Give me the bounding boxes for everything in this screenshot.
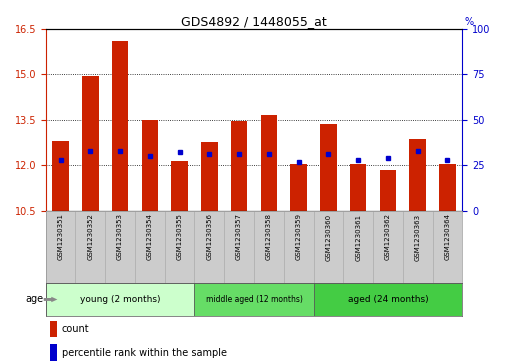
Text: GSM1230354: GSM1230354 xyxy=(147,213,153,260)
Bar xyxy=(231,121,247,211)
Bar xyxy=(171,160,188,211)
Bar xyxy=(224,211,254,283)
Bar xyxy=(46,283,195,316)
Bar xyxy=(165,211,195,283)
Text: aged (24 months): aged (24 months) xyxy=(347,295,428,304)
Text: GSM1230352: GSM1230352 xyxy=(87,213,93,260)
Bar xyxy=(409,139,426,211)
Text: young (2 months): young (2 months) xyxy=(80,295,161,304)
Bar xyxy=(112,41,129,211)
Bar xyxy=(343,211,373,283)
Text: count: count xyxy=(61,324,89,334)
Text: GSM1230358: GSM1230358 xyxy=(266,213,272,260)
Bar xyxy=(379,170,396,211)
Bar xyxy=(50,344,57,361)
Bar xyxy=(261,115,277,211)
Text: GSM1230363: GSM1230363 xyxy=(415,213,421,261)
Bar xyxy=(284,211,313,283)
Bar xyxy=(195,211,224,283)
Bar xyxy=(373,211,403,283)
Bar xyxy=(195,283,313,316)
Text: age: age xyxy=(25,294,43,305)
Bar xyxy=(52,141,69,211)
Text: GSM1230355: GSM1230355 xyxy=(177,213,182,260)
Bar xyxy=(320,124,337,211)
Bar xyxy=(439,164,456,211)
Text: %: % xyxy=(464,17,473,27)
Bar xyxy=(291,164,307,211)
Text: GSM1230359: GSM1230359 xyxy=(296,213,302,260)
Bar xyxy=(46,211,462,283)
Text: GSM1230362: GSM1230362 xyxy=(385,213,391,260)
Text: GSM1230361: GSM1230361 xyxy=(355,213,361,261)
Text: GSM1230353: GSM1230353 xyxy=(117,213,123,260)
Bar xyxy=(403,211,432,283)
Bar xyxy=(82,76,99,211)
Bar xyxy=(313,211,343,283)
Text: GSM1230351: GSM1230351 xyxy=(57,213,64,260)
Text: middle aged (12 months): middle aged (12 months) xyxy=(206,295,302,304)
Bar xyxy=(76,211,105,283)
Bar xyxy=(105,211,135,283)
Bar xyxy=(254,211,284,283)
Bar xyxy=(432,211,462,283)
Bar xyxy=(201,142,217,211)
Bar xyxy=(50,321,57,337)
Bar xyxy=(135,211,165,283)
Title: GDS4892 / 1448055_at: GDS4892 / 1448055_at xyxy=(181,15,327,28)
Bar xyxy=(350,164,366,211)
Text: GSM1230364: GSM1230364 xyxy=(444,213,451,260)
Bar xyxy=(46,211,76,283)
Bar xyxy=(313,283,462,316)
Text: GSM1230357: GSM1230357 xyxy=(236,213,242,260)
Text: percentile rank within the sample: percentile rank within the sample xyxy=(61,348,227,358)
Text: GSM1230360: GSM1230360 xyxy=(326,213,331,261)
Text: GSM1230356: GSM1230356 xyxy=(206,213,212,260)
Bar xyxy=(142,120,158,211)
